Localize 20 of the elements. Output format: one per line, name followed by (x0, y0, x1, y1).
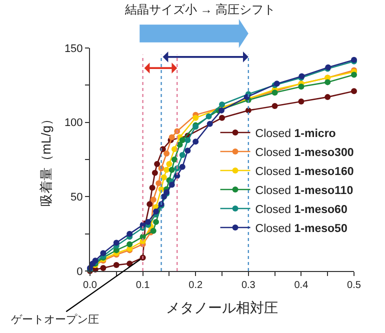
annotation: ゲートオープン圧 (11, 313, 99, 326)
y-tick-label: 100 (64, 117, 83, 130)
legend-label: Closed 1-micro (255, 128, 336, 140)
legend-label: Closed 1-meso160 (255, 166, 354, 178)
y-axis-title: 吸着量（mL/g） (38, 112, 54, 206)
x-tick-label: 0.3 (241, 280, 256, 291)
legend-label: Closed 1-meso110 (255, 184, 354, 197)
x-tick-label: 0.0 (83, 280, 98, 291)
x-axis-title: メタノール相対圧 (166, 299, 278, 316)
legend-label: Closed 1-meso50 (255, 222, 348, 235)
y-tick-label: 50 (70, 192, 83, 204)
x-tick-label: 0.5 (347, 280, 362, 291)
x-tick-label: 0.2 (188, 280, 203, 291)
y-tick-label: 0 (76, 266, 83, 278)
chart-title: 結晶サイズ小 → 高圧シフト (124, 2, 276, 16)
y-tick-label: 150 (64, 42, 83, 55)
legend-label: Closed 1-meso300 (255, 146, 354, 159)
x-tick-label: 0.4 (294, 280, 309, 291)
legend-label: Closed 1-meso60 (255, 204, 348, 216)
x-tick-label: 0.1 (136, 280, 150, 291)
